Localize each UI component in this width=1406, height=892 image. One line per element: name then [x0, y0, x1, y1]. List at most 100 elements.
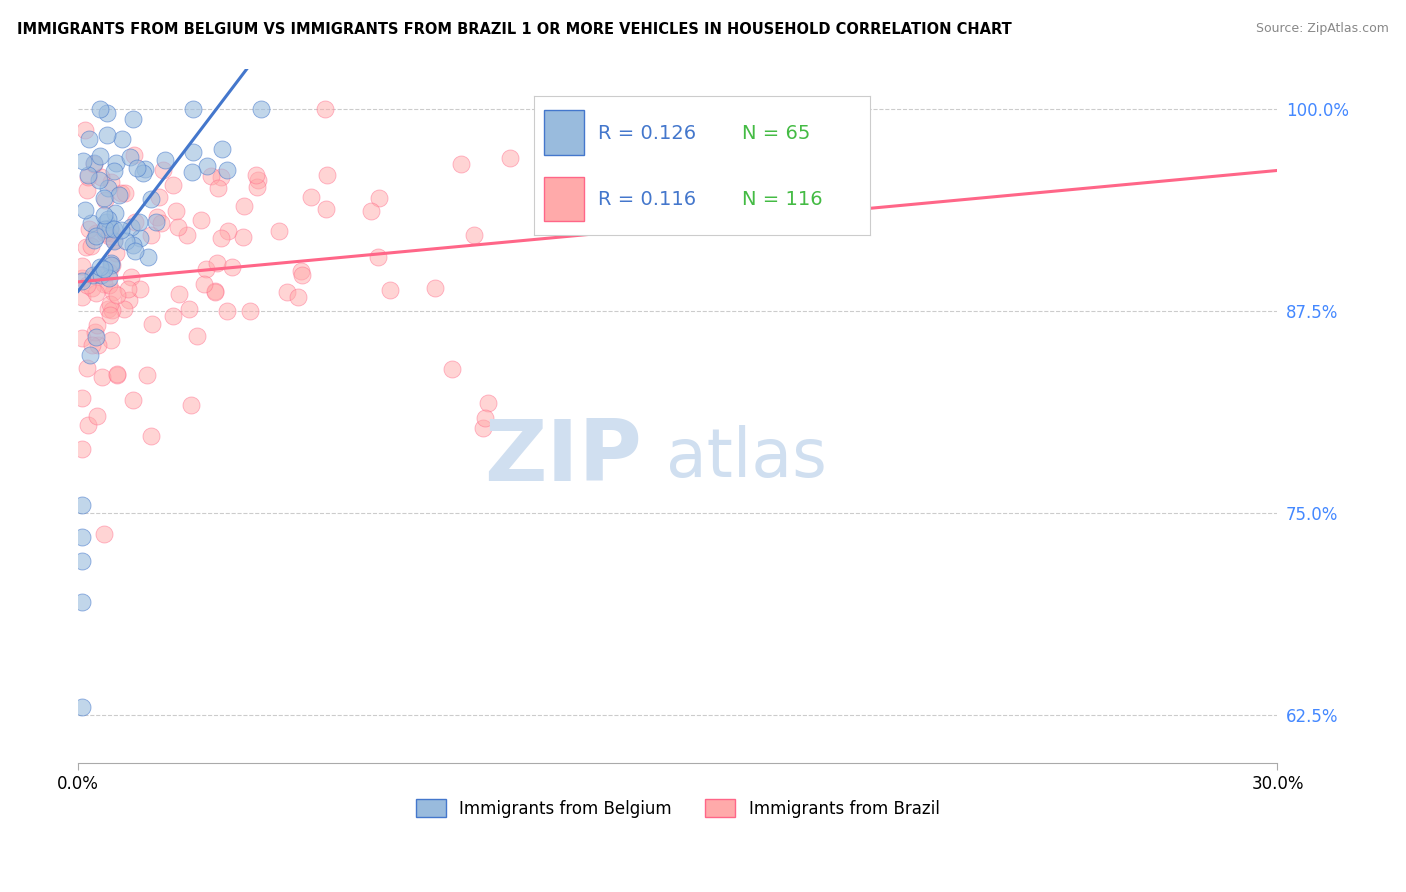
Point: [100, 297, 122, 311]
Point: [360, 204, 382, 219]
Point: [217, 304, 239, 318]
Point: [103, 234, 125, 248]
Point: [110, 223, 132, 237]
Point: [90, 268, 112, 283]
Point: [94, 194, 117, 208]
Point: [105, 288, 128, 302]
Point: [118, 150, 141, 164]
Point: [101, 285, 124, 300]
Point: [97, 228, 120, 243]
Point: [112, 301, 135, 316]
Point: [80, 338, 103, 352]
Point: [70, 271, 93, 285]
Point: [316, 168, 339, 182]
Point: [89, 149, 111, 163]
Point: [79, 348, 101, 362]
Point: [79, 239, 101, 253]
Point: [276, 285, 298, 300]
Point: [93, 526, 115, 541]
Point: [87, 338, 110, 352]
Point: [301, 190, 323, 204]
Point: [134, 161, 156, 176]
Point: [97, 181, 120, 195]
Point: [100, 333, 122, 347]
Point: [107, 368, 129, 382]
Point: [70, 498, 93, 512]
Point: [76, 277, 98, 292]
Point: [70, 699, 93, 714]
Point: [80, 281, 103, 295]
Point: [77, 169, 100, 184]
Point: [70, 259, 93, 273]
Point: [120, 270, 142, 285]
Point: [217, 224, 239, 238]
Point: [118, 293, 141, 307]
Point: [93, 191, 115, 205]
Point: [145, 215, 167, 229]
Point: [115, 234, 138, 248]
Point: [97, 265, 120, 279]
Point: [110, 186, 132, 200]
Point: [96, 128, 118, 142]
Point: [79, 216, 101, 230]
Point: [72, 392, 94, 406]
Point: [246, 179, 269, 194]
Text: IMMIGRANTS FROM BELGIUM VS IMMIGRANTS FROM BRAZIL 1 OR MORE VEHICLES IN HOUSEHOL: IMMIGRANTS FROM BELGIUM VS IMMIGRANTS FR…: [17, 22, 1012, 37]
Point: [103, 233, 125, 247]
Point: [75, 240, 97, 254]
Point: [72, 153, 94, 168]
Point: [111, 132, 134, 146]
Point: [477, 395, 499, 409]
Text: Source: ZipAtlas.com: Source: ZipAtlas.com: [1256, 22, 1389, 36]
Point: [84, 330, 107, 344]
Point: [380, 283, 402, 297]
Point: [94, 222, 117, 236]
Point: [98, 309, 121, 323]
Point: [100, 258, 122, 272]
Point: [93, 277, 115, 292]
Point: [97, 277, 120, 292]
Point: [205, 255, 228, 269]
Point: [83, 326, 105, 340]
Point: [440, 361, 463, 376]
Point: [70, 442, 93, 457]
Point: [250, 102, 273, 116]
Point: [100, 256, 122, 270]
Point: [162, 178, 184, 192]
Point: [367, 191, 389, 205]
Point: [105, 156, 128, 170]
Point: [195, 262, 218, 277]
Point: [76, 183, 98, 197]
Point: [77, 132, 100, 146]
Point: [450, 157, 472, 171]
Point: [97, 301, 120, 316]
Point: [82, 268, 104, 282]
Point: [245, 168, 267, 182]
Point: [211, 142, 233, 156]
Point: [183, 145, 205, 160]
Point: [190, 212, 212, 227]
Point: [94, 215, 117, 229]
Point: [76, 361, 98, 376]
Point: [269, 224, 291, 238]
Point: [141, 317, 163, 331]
Point: [73, 202, 96, 217]
Point: [291, 268, 314, 282]
Point: [76, 169, 98, 183]
Point: [124, 244, 146, 259]
Point: [70, 331, 93, 345]
Point: [290, 264, 312, 278]
Point: [124, 215, 146, 229]
Point: [195, 159, 218, 173]
Point: [76, 418, 98, 433]
Point: [70, 290, 93, 304]
Point: [101, 226, 124, 240]
Point: [104, 206, 127, 220]
Point: [232, 229, 254, 244]
Point: [103, 164, 125, 178]
Point: [247, 173, 270, 187]
Point: [103, 222, 125, 236]
Point: [114, 186, 136, 201]
Point: [122, 112, 145, 127]
Point: [128, 231, 150, 245]
